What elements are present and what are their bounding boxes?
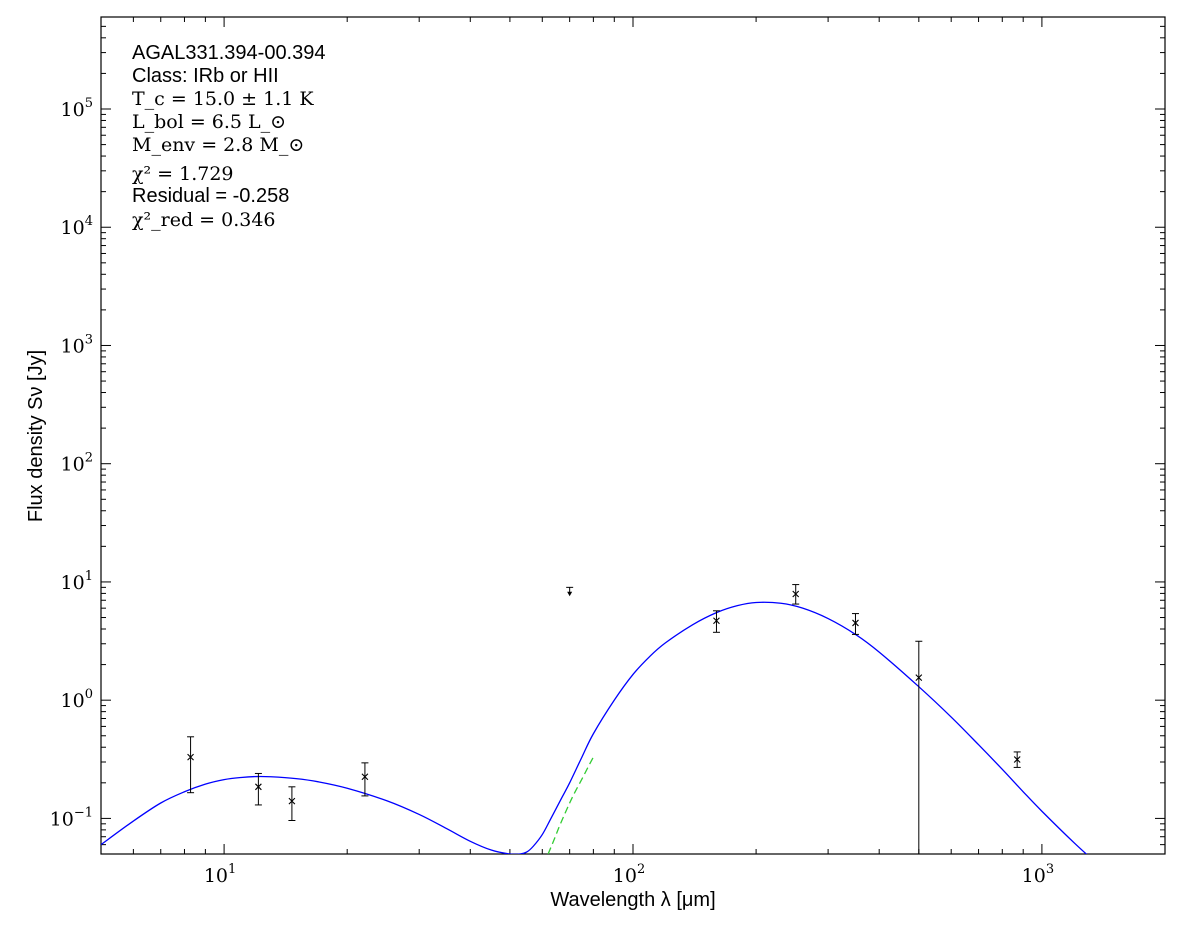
y-tick-label: 102 — [61, 451, 93, 476]
y-tick-label: 103 — [61, 332, 93, 357]
chi2-red-label: χ²_red = 0.346 — [132, 209, 276, 231]
class-label: Class: IRb or HII — [132, 65, 279, 87]
data-point — [361, 773, 369, 781]
data-point — [713, 617, 720, 625]
axis-ticks — [100, 16, 1166, 855]
upper-limit-marker — [567, 591, 573, 597]
cold-component-curve — [547, 756, 594, 854]
plot-area — [101, 584, 1088, 854]
x-tick-label: 103 — [1022, 862, 1054, 887]
data-points — [187, 584, 1021, 854]
annotation-block: AGAL331.394-00.394 Class: IRb or HII T_c… — [132, 42, 326, 231]
y-tick-label: 101 — [61, 569, 93, 594]
x-tick-label: 102 — [613, 862, 645, 887]
data-point — [915, 674, 923, 682]
x-tick-label: 101 — [204, 862, 236, 887]
residual-label: Residual = -0.258 — [132, 185, 289, 207]
tick-labels: 101 102 103 10−1 100 101 102 103 104 105 — [50, 96, 1055, 887]
y-tick-label: 104 — [61, 214, 93, 239]
data-point — [187, 753, 194, 761]
model-curves — [101, 601, 1088, 854]
data-point — [852, 619, 859, 627]
x-axis-label: Wavelength λ [μm] — [550, 889, 715, 911]
data-point — [288, 797, 296, 805]
data-point — [254, 783, 262, 791]
data-point — [1013, 756, 1021, 763]
chi2-label: χ² = 1.729 — [132, 163, 234, 185]
luminosity-label: L_bol = 6.5 L_⊙ — [132, 111, 286, 133]
y-tick-label: 105 — [61, 96, 93, 121]
y-tick-label: 10−1 — [50, 805, 93, 830]
temperature-label: T_c = 15.0 ± 1.1 K — [132, 88, 314, 110]
sed-model-curve — [101, 601, 1088, 854]
envelope-mass-label: M_env = 2.8 M_⊙ — [132, 134, 304, 156]
source-name: AGAL331.394-00.394 — [132, 42, 326, 64]
y-tick-label: 100 — [61, 687, 93, 712]
y-axis-label: Flux density Sν [Jy] — [25, 350, 47, 522]
data-point — [792, 590, 800, 598]
